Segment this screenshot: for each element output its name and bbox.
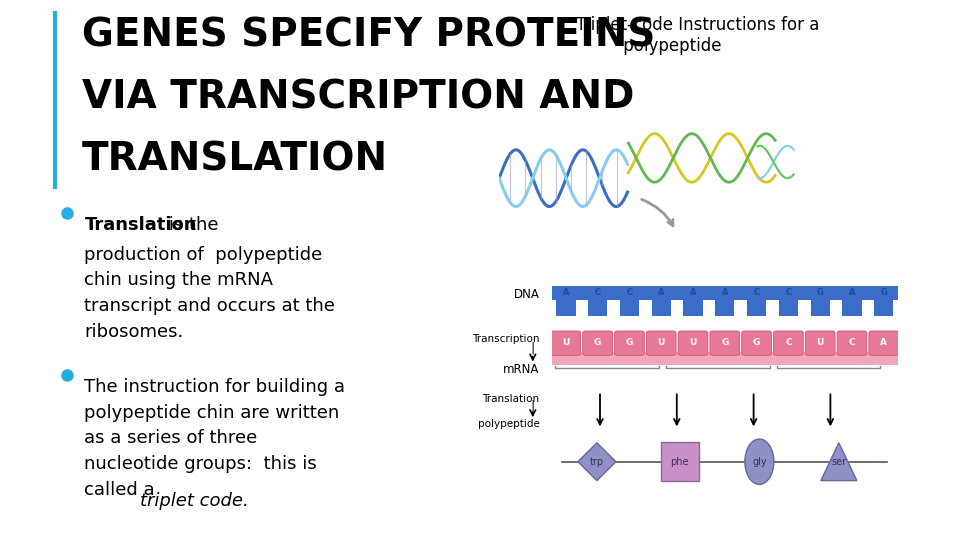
Text: U: U: [817, 338, 824, 347]
FancyBboxPatch shape: [678, 331, 708, 355]
FancyBboxPatch shape: [774, 331, 804, 355]
Text: A: A: [658, 288, 664, 297]
FancyBboxPatch shape: [646, 331, 676, 355]
Text: |: |: [531, 400, 535, 413]
Text: polypeptide: polypeptide: [478, 420, 540, 429]
Text: Translation: Translation: [84, 216, 197, 234]
Text: VIA TRANSCRIPTION AND: VIA TRANSCRIPTION AND: [82, 78, 634, 116]
FancyBboxPatch shape: [837, 331, 867, 355]
FancyBboxPatch shape: [614, 331, 644, 355]
Bar: [875, 299, 894, 316]
Text: A: A: [563, 288, 569, 297]
Text: A: A: [849, 288, 855, 297]
FancyBboxPatch shape: [660, 442, 699, 481]
Text: DNA: DNA: [514, 288, 540, 301]
Circle shape: [745, 439, 774, 484]
Bar: [620, 299, 639, 316]
Bar: [652, 299, 671, 316]
Text: A: A: [722, 288, 728, 297]
Text: C: C: [785, 338, 792, 347]
Text: U: U: [563, 338, 569, 347]
Text: gly: gly: [752, 457, 767, 467]
FancyBboxPatch shape: [551, 331, 581, 355]
FancyBboxPatch shape: [805, 331, 835, 355]
Text: The instruction for building a
polypeptide chin are written
as a series of three: The instruction for building a polypepti…: [84, 378, 346, 499]
Text: U: U: [658, 338, 665, 347]
Text: |: |: [531, 342, 535, 355]
Bar: [779, 299, 798, 316]
Text: trp: trp: [589, 457, 604, 467]
Text: Triplet-code Instructions for a
         polypeptide: Triplet-code Instructions for a polypept…: [576, 16, 820, 55]
Text: mRNA: mRNA: [503, 363, 540, 376]
FancyBboxPatch shape: [869, 331, 899, 355]
Text: G: G: [817, 288, 824, 297]
Text: C: C: [785, 288, 791, 297]
Text: phe: phe: [671, 457, 689, 467]
FancyBboxPatch shape: [742, 331, 772, 355]
Text: G: G: [594, 338, 601, 347]
Bar: [552, 352, 898, 365]
Text: C: C: [594, 288, 601, 297]
Bar: [552, 286, 898, 300]
Bar: [588, 299, 608, 316]
Text: G: G: [721, 338, 729, 347]
Bar: [842, 299, 862, 316]
Text: G: G: [626, 338, 633, 347]
Polygon shape: [821, 443, 857, 481]
Text: A: A: [689, 288, 696, 297]
Bar: [810, 299, 829, 316]
Text: production of  polypeptide
chin using the mRNA
transcript and occurs at the
ribo: production of polypeptide chin using the…: [84, 246, 335, 341]
Text: G: G: [753, 338, 760, 347]
Text: is the: is the: [163, 216, 219, 234]
Bar: [715, 299, 734, 316]
Text: G: G: [880, 288, 887, 297]
Polygon shape: [578, 443, 616, 481]
Text: ser: ser: [831, 457, 847, 467]
Text: C: C: [626, 288, 633, 297]
FancyBboxPatch shape: [583, 331, 612, 355]
Text: A: A: [880, 338, 887, 347]
Text: C: C: [849, 338, 855, 347]
FancyBboxPatch shape: [710, 331, 739, 355]
Bar: [747, 299, 766, 316]
Text: triplet code.: triplet code.: [140, 492, 249, 510]
Text: Transcription: Transcription: [472, 334, 540, 344]
Bar: [684, 299, 703, 316]
Text: TRANSLATION: TRANSLATION: [82, 140, 388, 178]
Text: Translation: Translation: [482, 394, 540, 403]
Text: GENES SPECIFY PROTEINS: GENES SPECIFY PROTEINS: [82, 16, 655, 54]
Bar: [556, 299, 575, 316]
Text: U: U: [689, 338, 697, 347]
Text: C: C: [754, 288, 759, 297]
